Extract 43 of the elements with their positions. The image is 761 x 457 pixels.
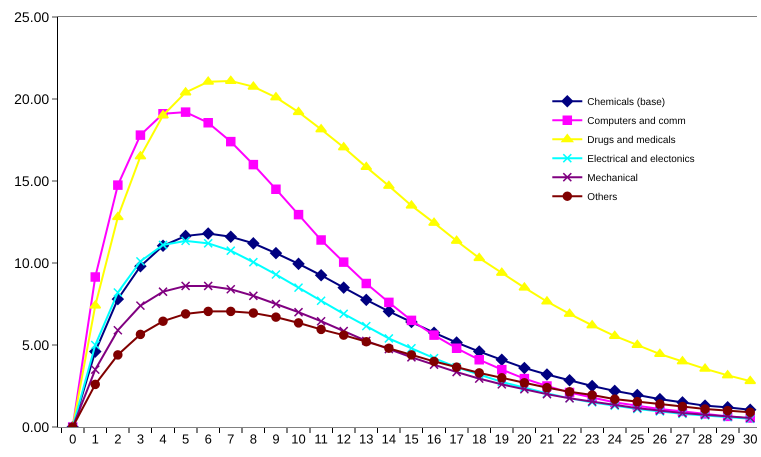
x-tick-label: 13 (359, 432, 374, 447)
x-tick-label: 19 (494, 432, 510, 447)
x-tick-label: 28 (698, 432, 712, 447)
x-tick-label: 14 (382, 432, 396, 447)
x-tick-label: 15 (404, 432, 419, 447)
y-tick-label: 20.00 (14, 90, 50, 107)
x-tick-label: 21 (540, 432, 554, 447)
x-tick-label: 25 (630, 432, 645, 447)
legend-label: Chemicals (base) (587, 97, 666, 108)
x-tick-label: 17 (449, 432, 464, 447)
x-tick-label: 22 (562, 432, 577, 447)
x-tick-label: 4 (159, 432, 167, 447)
x-tick-label: 27 (675, 432, 690, 447)
x-tick-label: 24 (607, 432, 622, 447)
x-tick-label: 5 (182, 432, 190, 447)
x-tick-label: 20 (517, 432, 532, 447)
x-tick-label: 12 (336, 432, 351, 447)
x-tick-label: 30 (742, 432, 758, 447)
x-tick-label: 16 (426, 432, 442, 447)
y-tick-label: 5.00 (22, 336, 50, 353)
legend-label: Mechanical (587, 173, 638, 184)
x-tick-label: 11 (314, 432, 328, 447)
x-tick-label: 29 (720, 432, 735, 447)
x-tick-label: 0 (69, 432, 76, 447)
x-tick-label: 9 (272, 432, 280, 447)
x-tick-label: 18 (472, 432, 486, 447)
y-tick-label: 15.00 (14, 172, 50, 189)
x-tick-label: 8 (250, 432, 257, 447)
legend-label: Drugs and medicals (587, 135, 676, 146)
x-tick-label: 7 (227, 432, 234, 447)
y-tick-label: 10.00 (14, 254, 50, 271)
x-tick-label: 26 (652, 432, 668, 447)
x-tick-label: 1 (92, 432, 99, 447)
legend-label: Electrical and electonics (587, 154, 695, 166)
x-tick-label: 23 (584, 432, 600, 447)
legend-label: Computers and comm (587, 116, 686, 128)
x-tick-label: 10 (291, 432, 306, 447)
y-tick-label: 25.00 (14, 8, 50, 25)
x-tick-label: 3 (136, 432, 144, 447)
x-tick-label: 6 (204, 432, 212, 447)
y-tick-label: 0.00 (22, 418, 50, 435)
legend-label: Others (587, 192, 618, 204)
x-tick-label: 2 (114, 432, 122, 447)
